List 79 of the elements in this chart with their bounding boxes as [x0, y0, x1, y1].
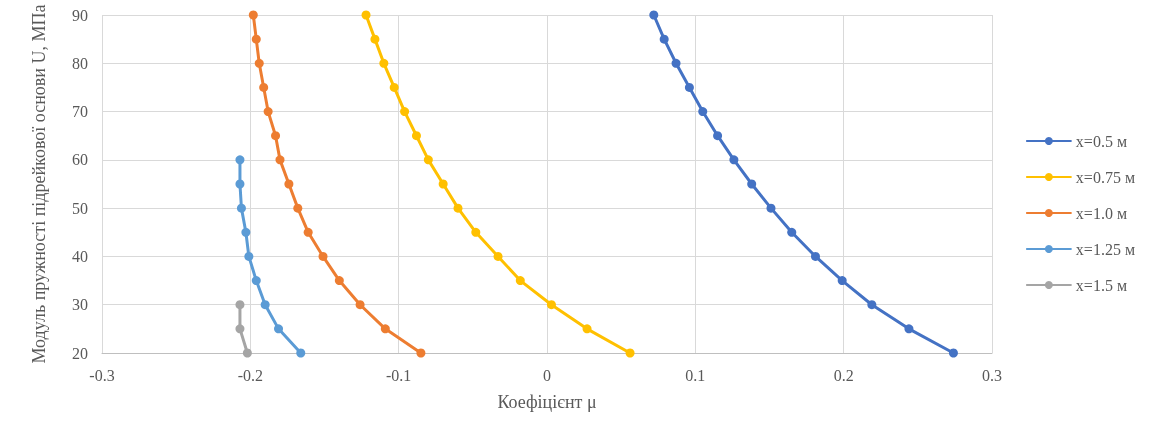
point: [787, 227, 797, 237]
point: [438, 179, 448, 189]
point: [948, 348, 958, 358]
point: [713, 131, 723, 141]
x-tick-label: -0.1: [386, 366, 412, 384]
point: [334, 276, 344, 286]
point: [904, 324, 914, 334]
point: [400, 107, 410, 117]
point: [361, 10, 371, 20]
y-tick-label: 70: [72, 103, 88, 121]
point: [379, 58, 389, 68]
point: [515, 276, 525, 286]
point: [235, 179, 245, 189]
point: [649, 10, 659, 20]
legend-label: x=1.5 м: [1075, 276, 1128, 294]
point: [625, 348, 635, 358]
point: [275, 155, 285, 165]
x-tick-label: -0.2: [237, 366, 263, 384]
x-tick-label: 0.2: [833, 366, 854, 384]
y-tick-label: 80: [72, 54, 88, 72]
point: [248, 10, 258, 20]
point: [263, 107, 273, 117]
point: [389, 82, 399, 92]
point: [471, 227, 481, 237]
point: [493, 251, 503, 261]
point: [766, 203, 776, 213]
point: [251, 34, 261, 44]
point: [659, 34, 669, 44]
point: [370, 34, 380, 44]
point: [810, 251, 820, 261]
x-tick-label: -0.3: [89, 366, 115, 384]
y-tick-label: 50: [72, 199, 88, 217]
legend-label: x=0.5 м: [1075, 132, 1128, 150]
point: [582, 324, 592, 334]
point: [296, 348, 306, 358]
point: [284, 179, 294, 189]
y-tick-label: 40: [72, 247, 88, 265]
point: [867, 300, 877, 310]
x-tick-label: 0.1: [685, 366, 706, 384]
point: [380, 324, 390, 334]
y-tick-label: 20: [72, 344, 88, 362]
point: [259, 82, 269, 92]
legend-label: x=1.0 м: [1075, 204, 1128, 222]
point: [293, 203, 303, 213]
point: [235, 324, 245, 334]
point: [411, 131, 421, 141]
x-axis-title: Коефіцієнт μ: [497, 392, 597, 412]
point: [235, 300, 245, 310]
point: [254, 58, 264, 68]
point: [416, 348, 426, 358]
point: [698, 107, 708, 117]
point: [235, 155, 245, 165]
point: [241, 227, 251, 237]
point: [747, 179, 757, 189]
point: [318, 251, 328, 261]
point: [355, 300, 365, 310]
y-tick-label: 60: [72, 151, 88, 169]
x-tick-label: 0: [543, 366, 551, 384]
legend-label: x=0.75 м: [1075, 168, 1136, 186]
point: [423, 155, 433, 165]
point: [729, 155, 739, 165]
y-tick-label: 90: [72, 6, 88, 24]
point: [671, 58, 681, 68]
point: [453, 203, 463, 213]
point: [271, 131, 281, 141]
x-tick-label: 0.3: [982, 366, 1002, 384]
point: [236, 203, 246, 213]
point: [244, 251, 254, 261]
point: [303, 227, 313, 237]
y-tick-label: 30: [72, 296, 88, 314]
point: [837, 276, 847, 286]
y-axis-title: Модуль пружності підрейкової основи U, МПа: [29, 4, 49, 364]
point: [684, 82, 694, 92]
point: [251, 276, 261, 286]
legend-label: x=1.25 м: [1075, 240, 1136, 258]
point: [546, 300, 556, 310]
point: [242, 348, 252, 358]
point: [274, 324, 284, 334]
point: [260, 300, 270, 310]
